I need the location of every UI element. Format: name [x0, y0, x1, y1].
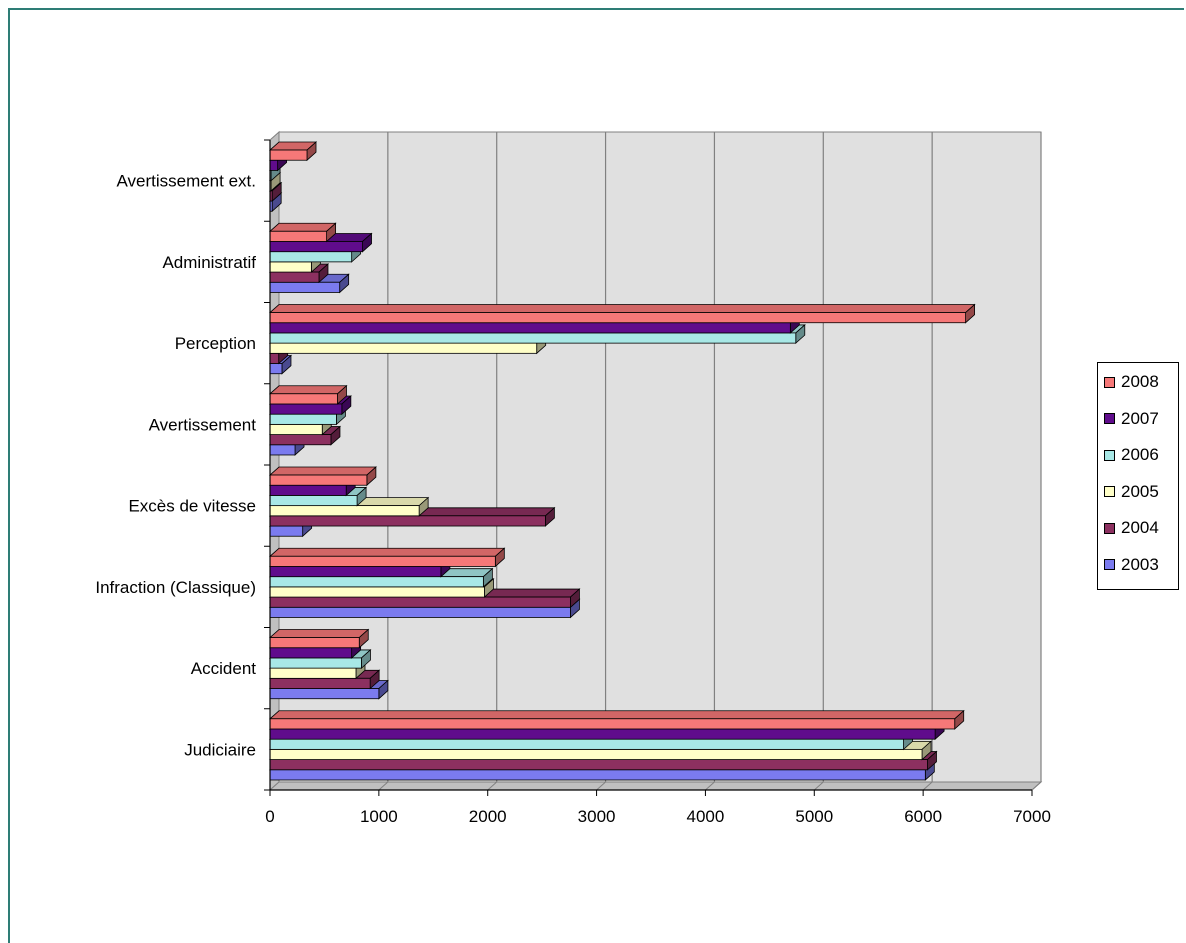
x-tick-label: 3000 — [578, 807, 616, 826]
legend-item: 2005 — [1104, 481, 1159, 503]
legend-item: 2006 — [1104, 444, 1159, 466]
legend-label: 2005 — [1121, 481, 1159, 501]
legend-label: 2006 — [1121, 445, 1159, 464]
x-tick-label: 2000 — [469, 807, 507, 826]
x-tick-label: 1000 — [360, 807, 398, 826]
legend-label: 2004 — [1121, 518, 1159, 537]
bar-2008-7 — [268, 141, 318, 162]
legend-swatch — [1104, 486, 1115, 497]
category-label: Perception — [175, 334, 256, 353]
bar-2008-4 — [268, 384, 348, 405]
bar-2008-0 — [268, 709, 965, 730]
tick-labels: Judiciaire Accident Infraction (Classique)… — [95, 172, 1051, 826]
bar-2008-3 — [268, 466, 377, 487]
category-label: Accident — [191, 659, 256, 678]
legend-swatch — [1104, 376, 1115, 388]
legend-label: 2007 — [1121, 408, 1159, 428]
floor-gridline — [813, 781, 824, 791]
legend-label: 2008 — [1121, 372, 1159, 391]
axes — [264, 139, 1033, 796]
bar-2008-5 — [268, 303, 976, 324]
legend-label: 2003 — [1121, 554, 1159, 574]
bar-2008-2 — [268, 547, 506, 568]
legend-item: 2007 — [1104, 408, 1159, 430]
category-label: Administratif — [162, 253, 256, 272]
category-label: Avertissement — [149, 415, 257, 434]
floor-gridline — [596, 781, 606, 791]
x-tick-label: 7000 — [1013, 807, 1051, 826]
floor — [268, 781, 1043, 791]
category-label: Avertissement ext. — [116, 172, 256, 191]
back-wall — [278, 131, 1042, 783]
floor-gridline — [487, 781, 498, 791]
legend-swatch — [1104, 413, 1115, 424]
legend: 2008 2007 2006 2005 2004 2003 — [1097, 362, 1179, 590]
grid-lines — [378, 132, 1042, 791]
x-tick-label: 4000 — [687, 807, 725, 826]
category-label: Infraction (Classique) — [95, 578, 256, 597]
legend-item: 2003 — [1104, 554, 1159, 576]
legend-swatch — [1104, 449, 1115, 461]
floor-gridline — [378, 781, 389, 791]
category-label: Judiciaire — [184, 740, 256, 759]
legend-item: 2004 — [1104, 517, 1159, 539]
floor-gridline — [1031, 781, 1042, 791]
legend-swatch — [1104, 522, 1115, 534]
bars — [268, 141, 976, 781]
category-label: Excès de vitesse — [128, 497, 256, 516]
floor-gridline — [705, 781, 715, 791]
bar-2008-1 — [268, 628, 370, 649]
x-tick-label: 0 — [265, 807, 274, 826]
x-tick-label: 5000 — [795, 807, 833, 826]
bar-2008-6 — [268, 222, 337, 243]
legend-item: 2008 — [1104, 371, 1159, 393]
floor-gridline — [922, 781, 933, 791]
x-tick-label: 6000 — [904, 807, 942, 826]
legend-swatch — [1104, 559, 1115, 570]
